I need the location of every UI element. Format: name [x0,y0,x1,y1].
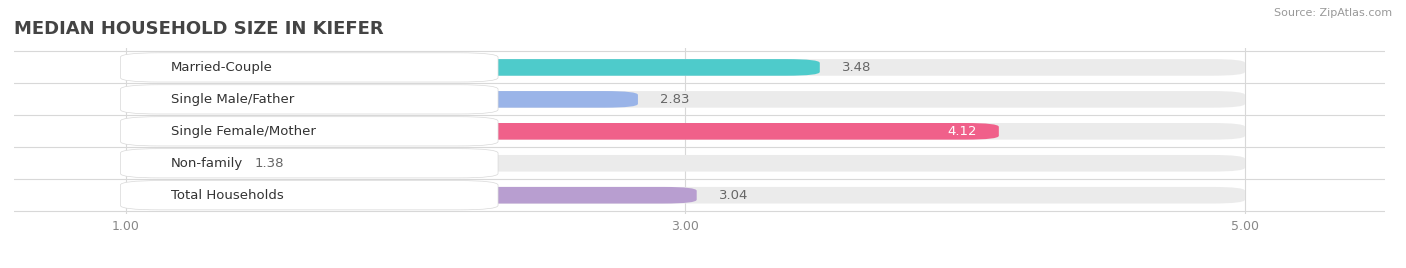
Text: 1.38: 1.38 [254,157,284,170]
FancyBboxPatch shape [121,117,498,146]
FancyBboxPatch shape [121,149,498,178]
FancyBboxPatch shape [121,181,498,210]
FancyBboxPatch shape [121,85,498,114]
Text: Non-family: Non-family [170,157,243,170]
Text: MEDIAN HOUSEHOLD SIZE IN KIEFER: MEDIAN HOUSEHOLD SIZE IN KIEFER [14,20,384,38]
FancyBboxPatch shape [127,187,697,203]
FancyBboxPatch shape [121,53,498,82]
FancyBboxPatch shape [127,123,1246,140]
Text: Single Female/Mother: Single Female/Mother [170,125,315,138]
FancyBboxPatch shape [127,155,232,172]
Text: Single Male/Father: Single Male/Father [170,93,294,106]
FancyBboxPatch shape [127,59,1246,76]
Text: Source: ZipAtlas.com: Source: ZipAtlas.com [1274,8,1392,18]
FancyBboxPatch shape [127,123,998,140]
Text: 2.83: 2.83 [661,93,690,106]
FancyBboxPatch shape [127,91,638,108]
FancyBboxPatch shape [127,91,1246,108]
Text: 4.12: 4.12 [948,125,976,138]
Text: 3.04: 3.04 [718,189,748,202]
FancyBboxPatch shape [127,59,820,76]
Text: Total Households: Total Households [170,189,284,202]
Text: Married-Couple: Married-Couple [170,61,273,74]
Text: 3.48: 3.48 [842,61,872,74]
FancyBboxPatch shape [127,155,1246,172]
FancyBboxPatch shape [127,187,1246,203]
